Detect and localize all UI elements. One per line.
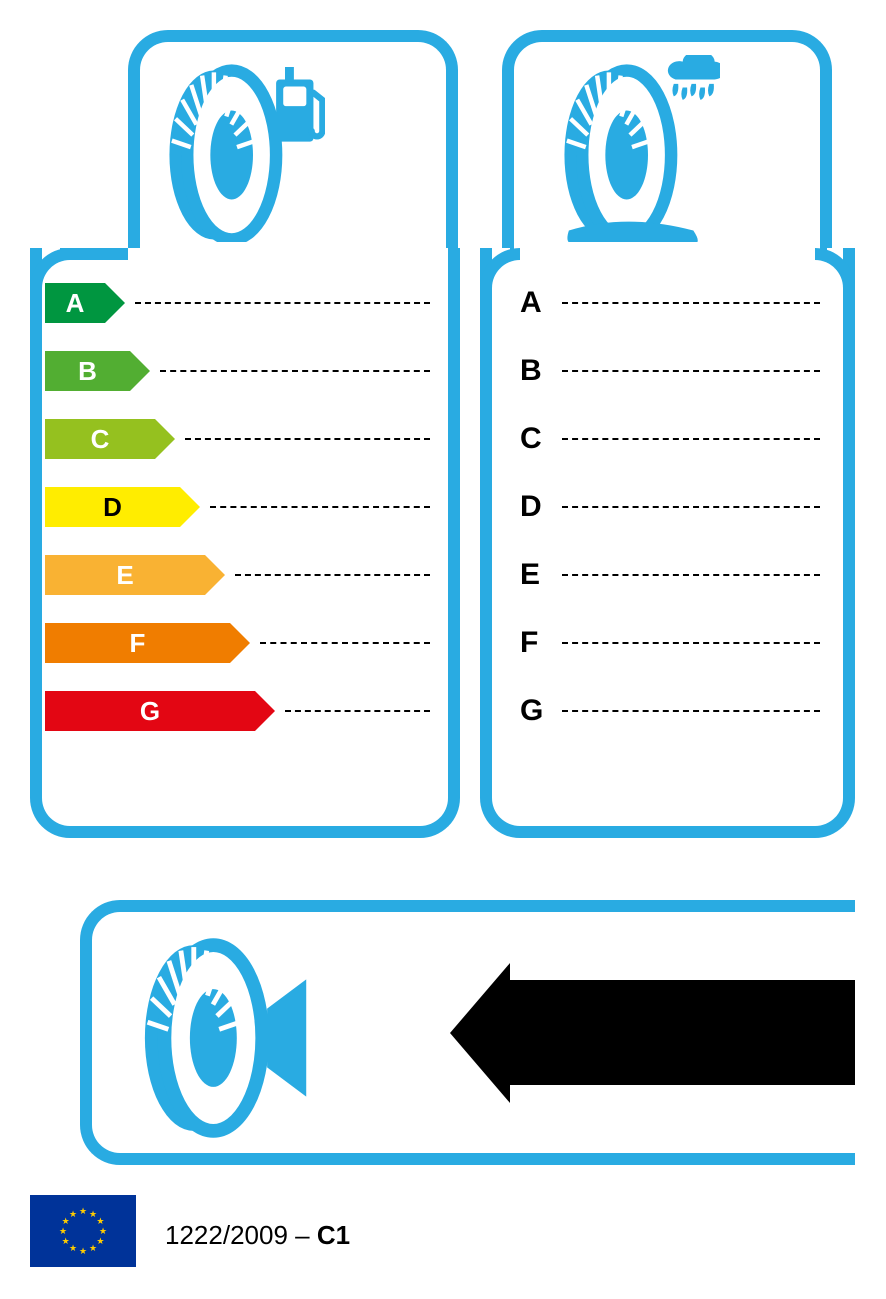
wet-rating-letter: C	[520, 422, 550, 456]
fuel-rating-arrow: F	[45, 623, 230, 663]
fuel-rating-arrow: C	[45, 419, 155, 459]
wet-rating-letter: A	[520, 286, 550, 320]
fuel-rating-arrow: D	[45, 487, 180, 527]
wet-rating-letter: F	[520, 626, 550, 660]
regulation-text: 1222/2009 – C1	[165, 1220, 350, 1251]
fuel-rating-arrow: G	[45, 691, 255, 731]
eu-flag-icon: ★★★★★★★★★★★★	[30, 1195, 136, 1267]
fuel-rating-row-a: A	[45, 283, 430, 323]
regulation-number: 1222/2009 –	[165, 1220, 317, 1250]
fuel-rating-arrow: A	[45, 283, 105, 323]
wet-grip-panel	[480, 248, 855, 838]
wet-rating-letter: B	[520, 354, 550, 388]
tire-fuel-icon	[165, 55, 325, 260]
wet-rating-row-g: G	[520, 691, 820, 731]
wet-rating-row-b: B	[520, 351, 820, 391]
fuel-rating-row-b: B	[45, 351, 430, 391]
wet-rating-letter: E	[520, 558, 550, 592]
fuel-rating-row-e: E	[45, 555, 430, 595]
wet-rating-row-e: E	[520, 555, 820, 595]
wet-rating-letter: D	[520, 490, 550, 524]
fuel-rating-arrow: E	[45, 555, 205, 595]
tire-noise-icon	[140, 930, 316, 1151]
noise-indicator-arrow	[510, 980, 855, 1085]
wet-rating-row-d: D	[520, 487, 820, 527]
fuel-efficiency-panel	[30, 248, 460, 838]
fuel-rating-row-d: D	[45, 487, 430, 527]
fuel-rating-arrow: B	[45, 351, 130, 391]
tire-rain-icon	[560, 55, 720, 260]
tyre-class: C1	[317, 1220, 350, 1250]
wet-rating-row-c: C	[520, 419, 820, 459]
fuel-rating-row-c: C	[45, 419, 430, 459]
wet-rating-row-a: A	[520, 283, 820, 323]
wet-rating-row-f: F	[520, 623, 820, 663]
wet-rating-letter: G	[520, 694, 550, 728]
fuel-rating-row-g: G	[45, 691, 430, 731]
